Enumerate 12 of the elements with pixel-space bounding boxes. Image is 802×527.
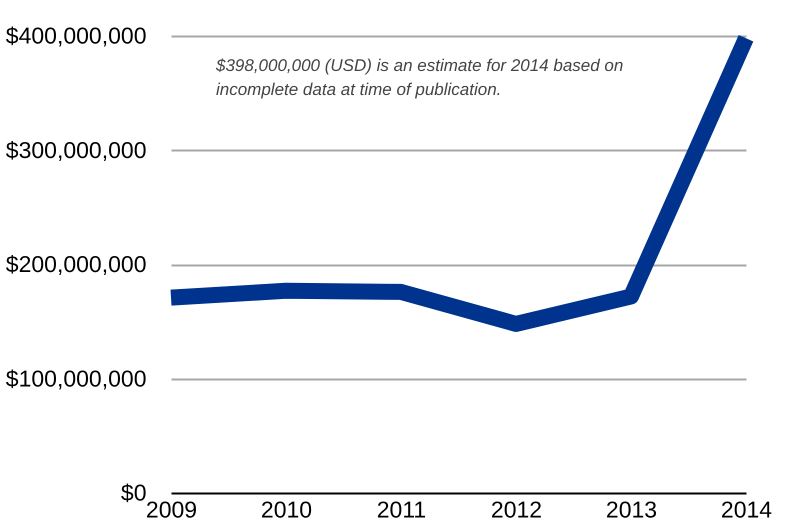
x-tick-label: 2010 xyxy=(260,496,312,522)
x-tick-label: 2014 xyxy=(720,496,772,522)
annotation: $398,000,000 (USD) is an estimate for 2014 based on incomplete data at time of publication. xyxy=(215,56,624,99)
y-tick-label: $0 xyxy=(120,480,146,506)
y-tick-label: $200,000,000 xyxy=(6,251,146,277)
y-tick-label: $300,000,000 xyxy=(6,136,146,163)
x-tick-label: 2009 xyxy=(146,496,198,522)
y-tick-label: $400,000,000 xyxy=(6,22,146,48)
x-tick-label: 2011 xyxy=(376,496,426,522)
y-tick-label: $100,000,000 xyxy=(6,365,146,392)
x-tick-label: 2013 xyxy=(606,496,658,522)
x-tick-label: 2012 xyxy=(490,496,542,522)
